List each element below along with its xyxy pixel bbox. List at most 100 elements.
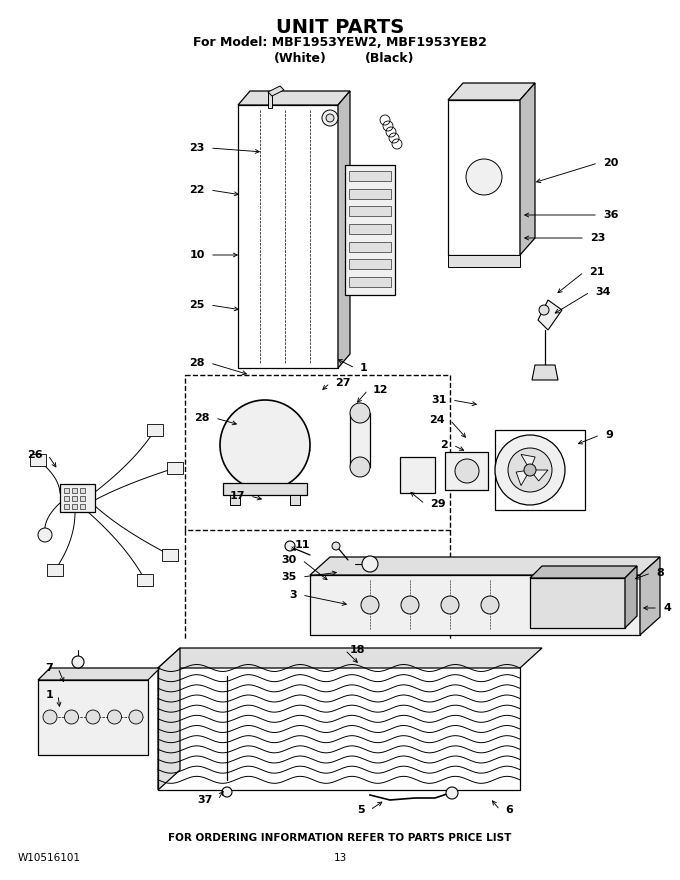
Circle shape [350, 457, 370, 477]
Text: 13: 13 [333, 853, 347, 863]
Circle shape [446, 787, 458, 799]
Polygon shape [147, 424, 163, 436]
Polygon shape [530, 470, 548, 481]
Polygon shape [345, 165, 395, 295]
Text: 35: 35 [282, 572, 297, 582]
Text: 23: 23 [590, 233, 605, 243]
Bar [349, 260, 391, 269]
Text: 8: 8 [656, 568, 664, 578]
Circle shape [107, 710, 122, 724]
Text: 29: 29 [430, 499, 445, 509]
Text: 27: 27 [335, 378, 350, 388]
Circle shape [495, 435, 565, 505]
Polygon shape [238, 91, 350, 105]
Text: For Model: MBF1953YEW2, MBF1953YEB2: For Model: MBF1953YEW2, MBF1953YEB2 [193, 36, 487, 49]
Text: 1: 1 [46, 690, 53, 700]
Text: 26: 26 [27, 450, 43, 460]
Bar [185, 375, 450, 530]
Bar [349, 206, 391, 216]
Polygon shape [521, 454, 535, 470]
Polygon shape [158, 648, 180, 790]
Text: (White): (White) [273, 52, 326, 65]
Circle shape [43, 710, 57, 724]
Polygon shape [38, 680, 148, 755]
Polygon shape [520, 83, 535, 255]
Text: 2: 2 [440, 440, 448, 450]
Circle shape [441, 596, 459, 614]
Polygon shape [495, 430, 585, 510]
Polygon shape [223, 483, 307, 495]
Circle shape [285, 541, 295, 551]
Polygon shape [350, 413, 370, 467]
Text: 9: 9 [605, 430, 613, 440]
Text: (Black): (Black) [365, 52, 415, 65]
Bar [64, 504, 69, 509]
Text: 24: 24 [429, 415, 445, 425]
Text: 5: 5 [358, 805, 365, 815]
Text: 28: 28 [190, 358, 205, 368]
Text: 7: 7 [46, 663, 53, 673]
Polygon shape [448, 83, 535, 100]
Text: 37: 37 [198, 795, 213, 805]
Text: FOR ORDERING INFORMATION REFER TO PARTS PRICE LIST: FOR ORDERING INFORMATION REFER TO PARTS … [169, 833, 511, 843]
Polygon shape [516, 470, 530, 486]
Text: 22: 22 [190, 185, 205, 195]
Text: 25: 25 [190, 300, 205, 310]
Polygon shape [60, 484, 95, 512]
Polygon shape [268, 86, 284, 96]
Bar [349, 277, 391, 287]
Text: 10: 10 [190, 250, 205, 260]
Polygon shape [290, 495, 300, 505]
Text: 11: 11 [295, 540, 311, 550]
Polygon shape [162, 549, 178, 561]
Circle shape [86, 710, 100, 724]
Text: 28: 28 [194, 413, 210, 423]
Bar [64, 496, 69, 501]
Bar [72, 496, 77, 501]
Circle shape [361, 596, 379, 614]
Circle shape [401, 596, 419, 614]
Bar [349, 242, 391, 252]
Polygon shape [310, 575, 640, 635]
Bar [80, 496, 85, 501]
Text: 12: 12 [373, 385, 388, 395]
Polygon shape [310, 557, 660, 575]
Polygon shape [238, 105, 338, 368]
Polygon shape [640, 557, 660, 635]
Polygon shape [530, 578, 625, 628]
Circle shape [455, 459, 479, 483]
Circle shape [466, 159, 502, 195]
Polygon shape [230, 495, 240, 505]
Circle shape [322, 110, 338, 126]
Circle shape [524, 464, 536, 476]
Text: 21: 21 [589, 267, 605, 277]
Text: 36: 36 [603, 210, 619, 220]
Circle shape [481, 596, 499, 614]
Bar [64, 488, 69, 493]
Polygon shape [445, 452, 488, 490]
Text: 17: 17 [230, 491, 245, 501]
Circle shape [350, 403, 370, 423]
Text: 31: 31 [432, 395, 447, 405]
Text: UNIT PARTS: UNIT PARTS [276, 18, 404, 37]
Circle shape [38, 528, 52, 542]
Polygon shape [400, 457, 435, 493]
Polygon shape [158, 648, 542, 668]
Circle shape [220, 400, 310, 490]
Text: 23: 23 [190, 143, 205, 153]
Bar [349, 171, 391, 181]
Circle shape [72, 656, 84, 668]
Text: 1: 1 [360, 363, 368, 373]
Polygon shape [538, 300, 562, 330]
Text: 3: 3 [290, 590, 297, 600]
Polygon shape [137, 574, 153, 586]
Bar [80, 488, 85, 493]
Circle shape [326, 114, 334, 122]
Circle shape [539, 305, 549, 315]
Circle shape [65, 710, 78, 724]
Circle shape [222, 787, 232, 797]
Polygon shape [532, 365, 558, 380]
Bar [349, 224, 391, 234]
Text: 6: 6 [505, 805, 513, 815]
Circle shape [332, 542, 340, 550]
